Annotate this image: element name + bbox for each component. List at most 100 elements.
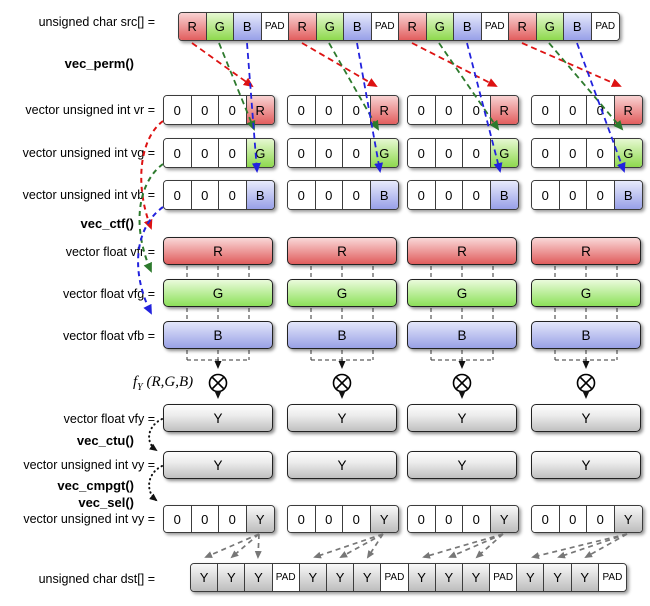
vr-cell: 0 [315, 96, 343, 124]
vb-cell: 0 [435, 181, 463, 209]
vec-perm-label: vec_perm() [64, 56, 134, 71]
vb-label: vector unsigned int vb = [22, 188, 155, 202]
luma-formula-label: fY (R,G,B) [133, 374, 194, 393]
dst-row: Y Y Y PAD Y Y Y PAD Y Y Y PAD Y Y Y PAD [190, 563, 627, 592]
src-cell: R [509, 13, 537, 40]
vg-cell: 0 [288, 139, 316, 167]
vfr-label: vector float vfr = [65, 245, 155, 259]
dst-cell: Y [408, 564, 436, 591]
vb-cell: 0 [587, 181, 615, 209]
dst-cell: Y [191, 564, 219, 591]
vfr-bar: R [163, 237, 273, 265]
dst-cell: Y [571, 564, 599, 591]
vr-cell: 0 [587, 96, 615, 124]
vfb-label: vector float vfb = [62, 329, 155, 343]
dst-cell: PAD [272, 564, 300, 591]
vy-bar: Y [163, 451, 273, 479]
vb-cell: B [490, 181, 518, 209]
vfr-bar: R [407, 237, 517, 265]
src-cell: PAD [591, 13, 619, 40]
vy2-cell: 0 [532, 506, 560, 532]
vy2-cell: Y [370, 506, 398, 532]
multiply-node-icon [208, 373, 596, 393]
vr-group: 0 0 0 R [163, 95, 275, 125]
vy2-cell: 0 [164, 506, 192, 532]
vg-cell: 0 [435, 139, 463, 167]
src-cell: PAD [371, 13, 399, 40]
vfb-bar: B [163, 321, 273, 349]
vy2-cell: Y [614, 506, 642, 532]
src-cell: PAD [481, 13, 509, 40]
multiply-to-vfy-arrows [214, 391, 590, 399]
vr-cell: R [614, 96, 642, 124]
vr-cell: 0 [532, 96, 560, 124]
vr-cell: 0 [288, 96, 316, 124]
vfb-bar: B [287, 321, 397, 349]
src-cell: G [206, 13, 234, 40]
dst-cell: Y [218, 564, 246, 591]
dst-cell: Y [299, 564, 327, 591]
vy-label: vector unsigned int vy = [23, 458, 155, 472]
dst-cell: PAD [598, 564, 626, 591]
vb-cell: 0 [191, 181, 219, 209]
vy2-cell: 0 [288, 506, 316, 532]
src-cell: B [344, 13, 372, 40]
vb-cell: 0 [315, 181, 343, 209]
vy2-group: 0 0 0 Y [163, 505, 275, 533]
vb-cell: 0 [532, 181, 560, 209]
vg-cell: G [490, 139, 518, 167]
vb-cell: 0 [164, 181, 192, 209]
vy-bar: Y [531, 451, 641, 479]
vb-cell: 0 [559, 181, 587, 209]
perm-red-arrows [191, 42, 622, 88]
vec-sel-label: vec_sel() [78, 495, 134, 510]
vg-group: 0 0 0 G [163, 138, 275, 168]
vr-label: vector unsigned int vr = [25, 103, 155, 117]
vg-cell: 0 [587, 139, 615, 167]
vfy-bar: Y [407, 404, 517, 432]
vfr-bar: R [531, 237, 641, 265]
vr-cell: 0 [408, 96, 436, 124]
vr-cell: 0 [463, 96, 491, 124]
src-cell: B [454, 13, 482, 40]
vy2-cell: 0 [559, 506, 587, 532]
vy2-cell: Y [246, 506, 274, 532]
vy2-cell: 0 [408, 506, 436, 532]
vy2-cell: 0 [343, 506, 371, 532]
vg-label: vector unsigned int vg = [22, 146, 155, 160]
vfg-bar: G [531, 279, 641, 307]
dst-label: unsigned char dst[] = [38, 572, 155, 586]
vy2-label: vector unsigned int vy = [23, 512, 155, 526]
vy2-group: 0 0 0 Y [531, 505, 643, 533]
src-cell: PAD [261, 13, 289, 40]
vy-bar: Y [287, 451, 397, 479]
vr-cell: 0 [219, 96, 247, 124]
vfb-bar: B [407, 321, 517, 349]
vb-cell: 0 [408, 181, 436, 209]
vec-ctu-label: vec_ctu() [76, 433, 134, 448]
vfg-label: vector float vfg = [62, 287, 155, 301]
vy-bar: Y [407, 451, 517, 479]
src-cell: B [564, 13, 592, 40]
vb-cell: 0 [343, 181, 371, 209]
dst-cell: Y [326, 564, 355, 591]
dst-cell: Y [245, 564, 273, 591]
vg-cell: 0 [532, 139, 560, 167]
vg-cell: 0 [343, 139, 371, 167]
dst-cell: Y [462, 564, 491, 591]
vg-cell: 0 [315, 139, 343, 167]
vg-cell: 0 [559, 139, 587, 167]
vfg-bar: G [407, 279, 517, 307]
vg-cell: G [370, 139, 398, 167]
vfy-bar: Y [287, 404, 397, 432]
vfr-bar: R [287, 237, 397, 265]
vg-cell: 0 [219, 139, 247, 167]
vg-group: 0 0 0 G [531, 138, 643, 168]
src-cell: B [234, 13, 262, 40]
vb-group: 0 0 0 B [163, 180, 275, 210]
src-cell: G [316, 13, 344, 40]
vr-cell: 0 [164, 96, 192, 124]
pack-to-dst-arrows [204, 533, 628, 559]
vfg-bar: G [287, 279, 397, 307]
